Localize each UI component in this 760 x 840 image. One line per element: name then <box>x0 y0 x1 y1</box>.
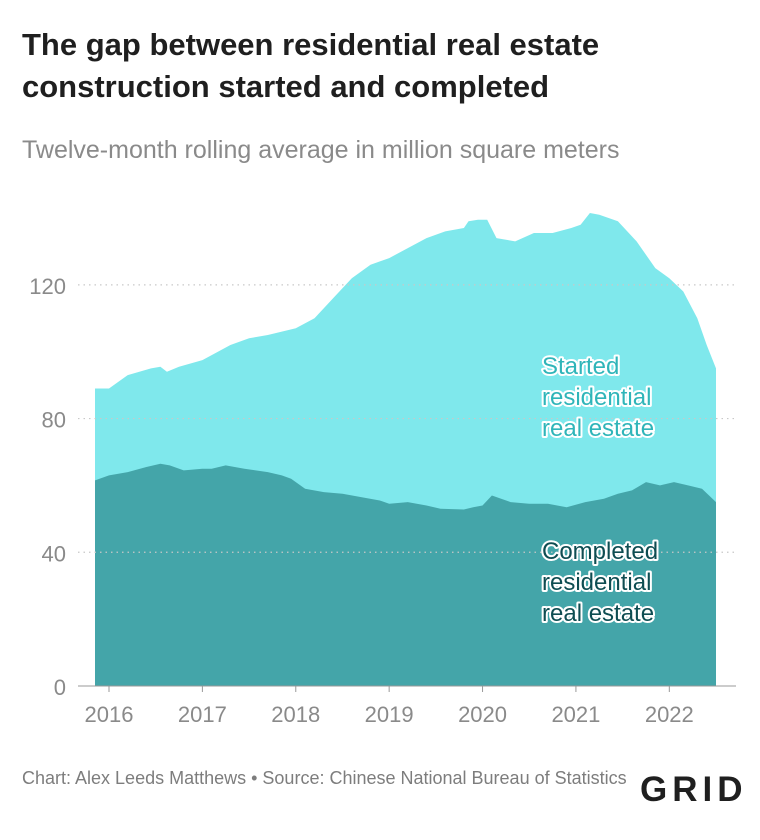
x-tick-label-2016: 2016 <box>85 702 134 727</box>
completed-area <box>95 463 716 686</box>
completed-label-line-1: Completed <box>542 538 658 565</box>
started-label-line-1: Started <box>542 353 619 380</box>
y-tick-label-120: 120 <box>29 274 66 299</box>
y-tick-label-0: 0 <box>54 675 66 700</box>
completed-label-line-3: real estate <box>542 600 654 627</box>
y-tick-label-40: 40 <box>42 541 66 566</box>
x-tick-label-2021: 2021 <box>551 702 600 727</box>
x-tick-label-2018: 2018 <box>271 702 320 727</box>
started-label-line-2: residential <box>542 384 651 411</box>
x-tick-label-2017: 2017 <box>178 702 227 727</box>
y-tick-label-80: 80 <box>42 408 66 433</box>
x-tick-label-2022: 2022 <box>645 702 694 727</box>
source-credit: Chart: Alex Leeds Matthews • Source: Chi… <box>22 768 627 788</box>
area-chart: 0 40 80 120 2016 2017 2018 2019 2020 2021 2022 Star… <box>29 213 736 727</box>
chart-subtitle: Twelve-month rolling average in million … <box>22 136 620 164</box>
started-label-line-3: real estate <box>542 415 654 442</box>
grid-logo: GRID <box>640 770 748 809</box>
chart-title: The gap between residential real estate … <box>22 27 600 104</box>
x-tick-label-2020: 2020 <box>458 702 507 727</box>
completed-label-line-2: residential <box>542 569 651 596</box>
x-tick-label-2019: 2019 <box>365 702 414 727</box>
